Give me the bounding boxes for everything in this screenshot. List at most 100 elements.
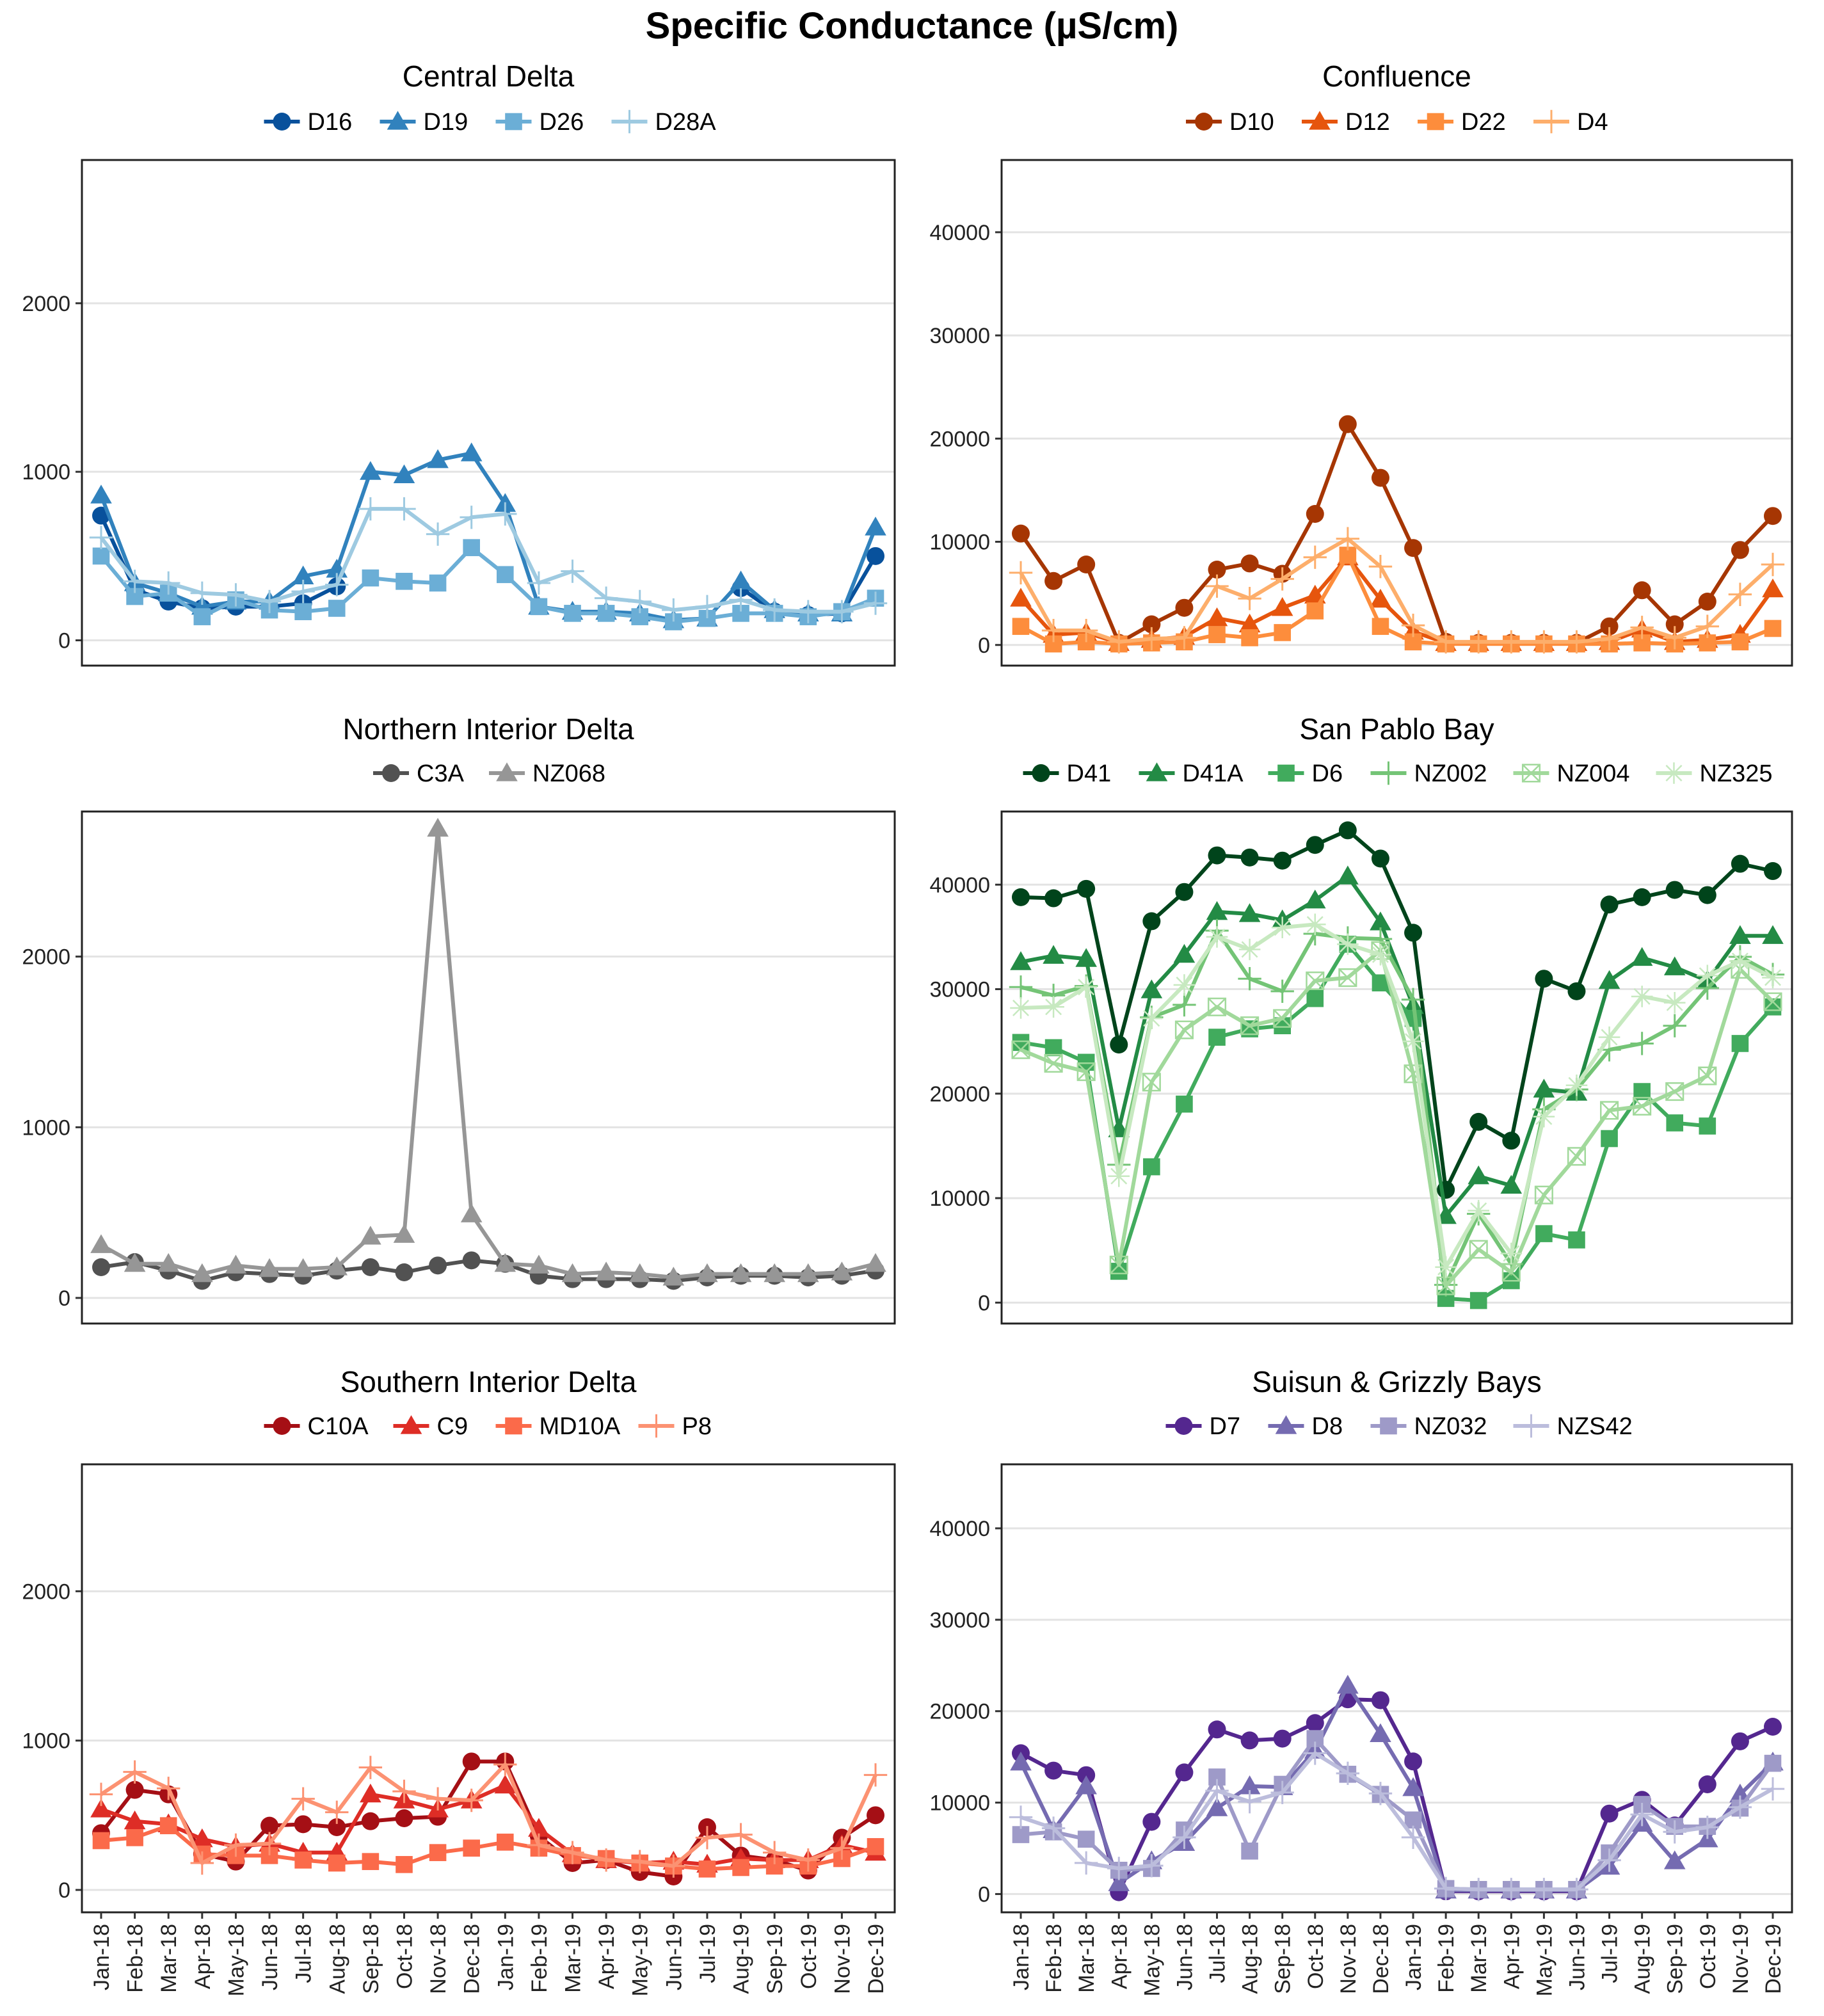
data-point — [362, 569, 380, 587]
plot-frame — [1000, 810, 1793, 1325]
x-tick-label: Mar-19 — [1467, 1924, 1491, 1993]
data-point — [1731, 633, 1749, 651]
legend-label: NZ032 — [1414, 1413, 1487, 1440]
data-point — [1630, 1032, 1654, 1055]
data-point — [1631, 947, 1653, 966]
data-point — [1565, 630, 1588, 654]
data-point — [463, 1839, 480, 1857]
data-point — [1271, 596, 1293, 616]
data-point — [1238, 938, 1261, 961]
data-point — [291, 579, 315, 604]
y-tick-label: 30000 — [929, 1608, 990, 1633]
legend-item-c9: C9 — [393, 1413, 468, 1440]
data-point — [1762, 578, 1784, 598]
legend-item-d16: D16 — [264, 109, 352, 136]
data-point — [1110, 1036, 1128, 1054]
x-tick-label: Aug-19 — [730, 1924, 754, 1994]
data-point — [863, 591, 888, 615]
data-point — [1467, 630, 1491, 654]
legend-marker — [505, 1417, 522, 1435]
legend-label: NZ004 — [1557, 760, 1630, 787]
data-point — [1238, 967, 1261, 991]
data-point — [1370, 1723, 1391, 1743]
data-point — [462, 1752, 481, 1771]
data-point — [1338, 968, 1357, 988]
data-point — [1140, 1007, 1163, 1030]
data-point — [89, 525, 113, 550]
y-tick-label: 1000 — [22, 460, 70, 484]
legend-item-d41a: D41A — [1139, 760, 1244, 787]
x-tick-label: Jan-19 — [493, 1924, 518, 1990]
x-tick-label: Nov-19 — [830, 1924, 854, 1994]
series-nzs42 — [1009, 1741, 1785, 1901]
x-tick-label: Aug-18 — [1238, 1924, 1263, 1994]
legend-marker — [644, 1414, 668, 1438]
x-tick-label: Nov-19 — [1729, 1924, 1753, 1994]
legend-marker — [382, 764, 400, 782]
data-point — [429, 1256, 447, 1275]
data-point — [1467, 1878, 1491, 1901]
data-point — [460, 1788, 483, 1812]
panel-confluence: Confluence D10 D12 D22 D4 0 10000 20000 30000 400… — [929, 60, 1793, 667]
legend-label: MD10A — [540, 1413, 621, 1440]
data-point — [1731, 1035, 1749, 1052]
data-point — [1535, 1225, 1553, 1242]
data-point — [1306, 971, 1325, 991]
data-point — [865, 516, 886, 536]
x-tick-label: Feb-18 — [124, 1924, 148, 1993]
data-point — [867, 547, 884, 565]
data-point — [493, 502, 517, 526]
data-point — [1010, 997, 1032, 1019]
data-point — [159, 1817, 177, 1834]
x-tick-label: Jul-18 — [1206, 1924, 1230, 1983]
panel-central-delta: Central Delta D16 D19 D26 D28A 0 1000 2000 — [22, 60, 896, 667]
legend-label: C10A — [308, 1413, 369, 1440]
data-point — [1598, 970, 1620, 989]
data-point — [90, 1798, 112, 1818]
data-point — [392, 1779, 416, 1804]
legend-label: P8 — [682, 1413, 712, 1440]
data-point — [124, 1252, 146, 1272]
data-point — [1697, 964, 1718, 987]
legend-marker — [273, 113, 291, 131]
data-point — [1208, 846, 1226, 865]
data-point — [1600, 1804, 1619, 1823]
data-point — [1663, 1820, 1686, 1844]
data-point — [1600, 617, 1619, 636]
data-point — [662, 1267, 685, 1286]
data-point — [362, 1853, 380, 1870]
x-tick-label: Dec-19 — [864, 1924, 888, 1994]
data-point — [1567, 1147, 1587, 1166]
data-point — [729, 1823, 753, 1846]
data-point — [732, 1859, 749, 1876]
data-point — [1502, 1132, 1521, 1150]
series-nz004 — [1011, 941, 1782, 1295]
legend-item-nz032: NZ032 — [1370, 1413, 1487, 1440]
legend-label: NZ325 — [1700, 760, 1773, 787]
data-point — [1666, 1114, 1684, 1132]
data-point — [1633, 1096, 1652, 1116]
data-point — [1698, 886, 1716, 904]
x-tick-label: Jan-18 — [90, 1924, 114, 1990]
data-point — [1468, 1199, 1490, 1222]
legend: C10A C9 MD10A P8 — [264, 1413, 712, 1440]
series-p8 — [89, 1752, 888, 1878]
data-point — [426, 1787, 450, 1811]
data-point — [1109, 1256, 1128, 1275]
data-point — [1695, 614, 1720, 638]
legend-label: D19 — [424, 109, 468, 136]
data-point — [762, 1841, 787, 1864]
data-point — [393, 1224, 415, 1243]
data-point — [125, 1780, 144, 1799]
data-point — [695, 595, 719, 619]
data-point — [392, 497, 416, 521]
legend-label: D4 — [1577, 109, 1608, 136]
data-point — [1240, 848, 1259, 867]
y-tick-label: 1000 — [22, 1729, 70, 1754]
data-point — [1404, 539, 1423, 557]
data-point — [1532, 630, 1556, 654]
legend-item-d6: D6 — [1268, 760, 1343, 787]
legend-marker — [1309, 111, 1331, 130]
legend-marker — [618, 109, 641, 134]
